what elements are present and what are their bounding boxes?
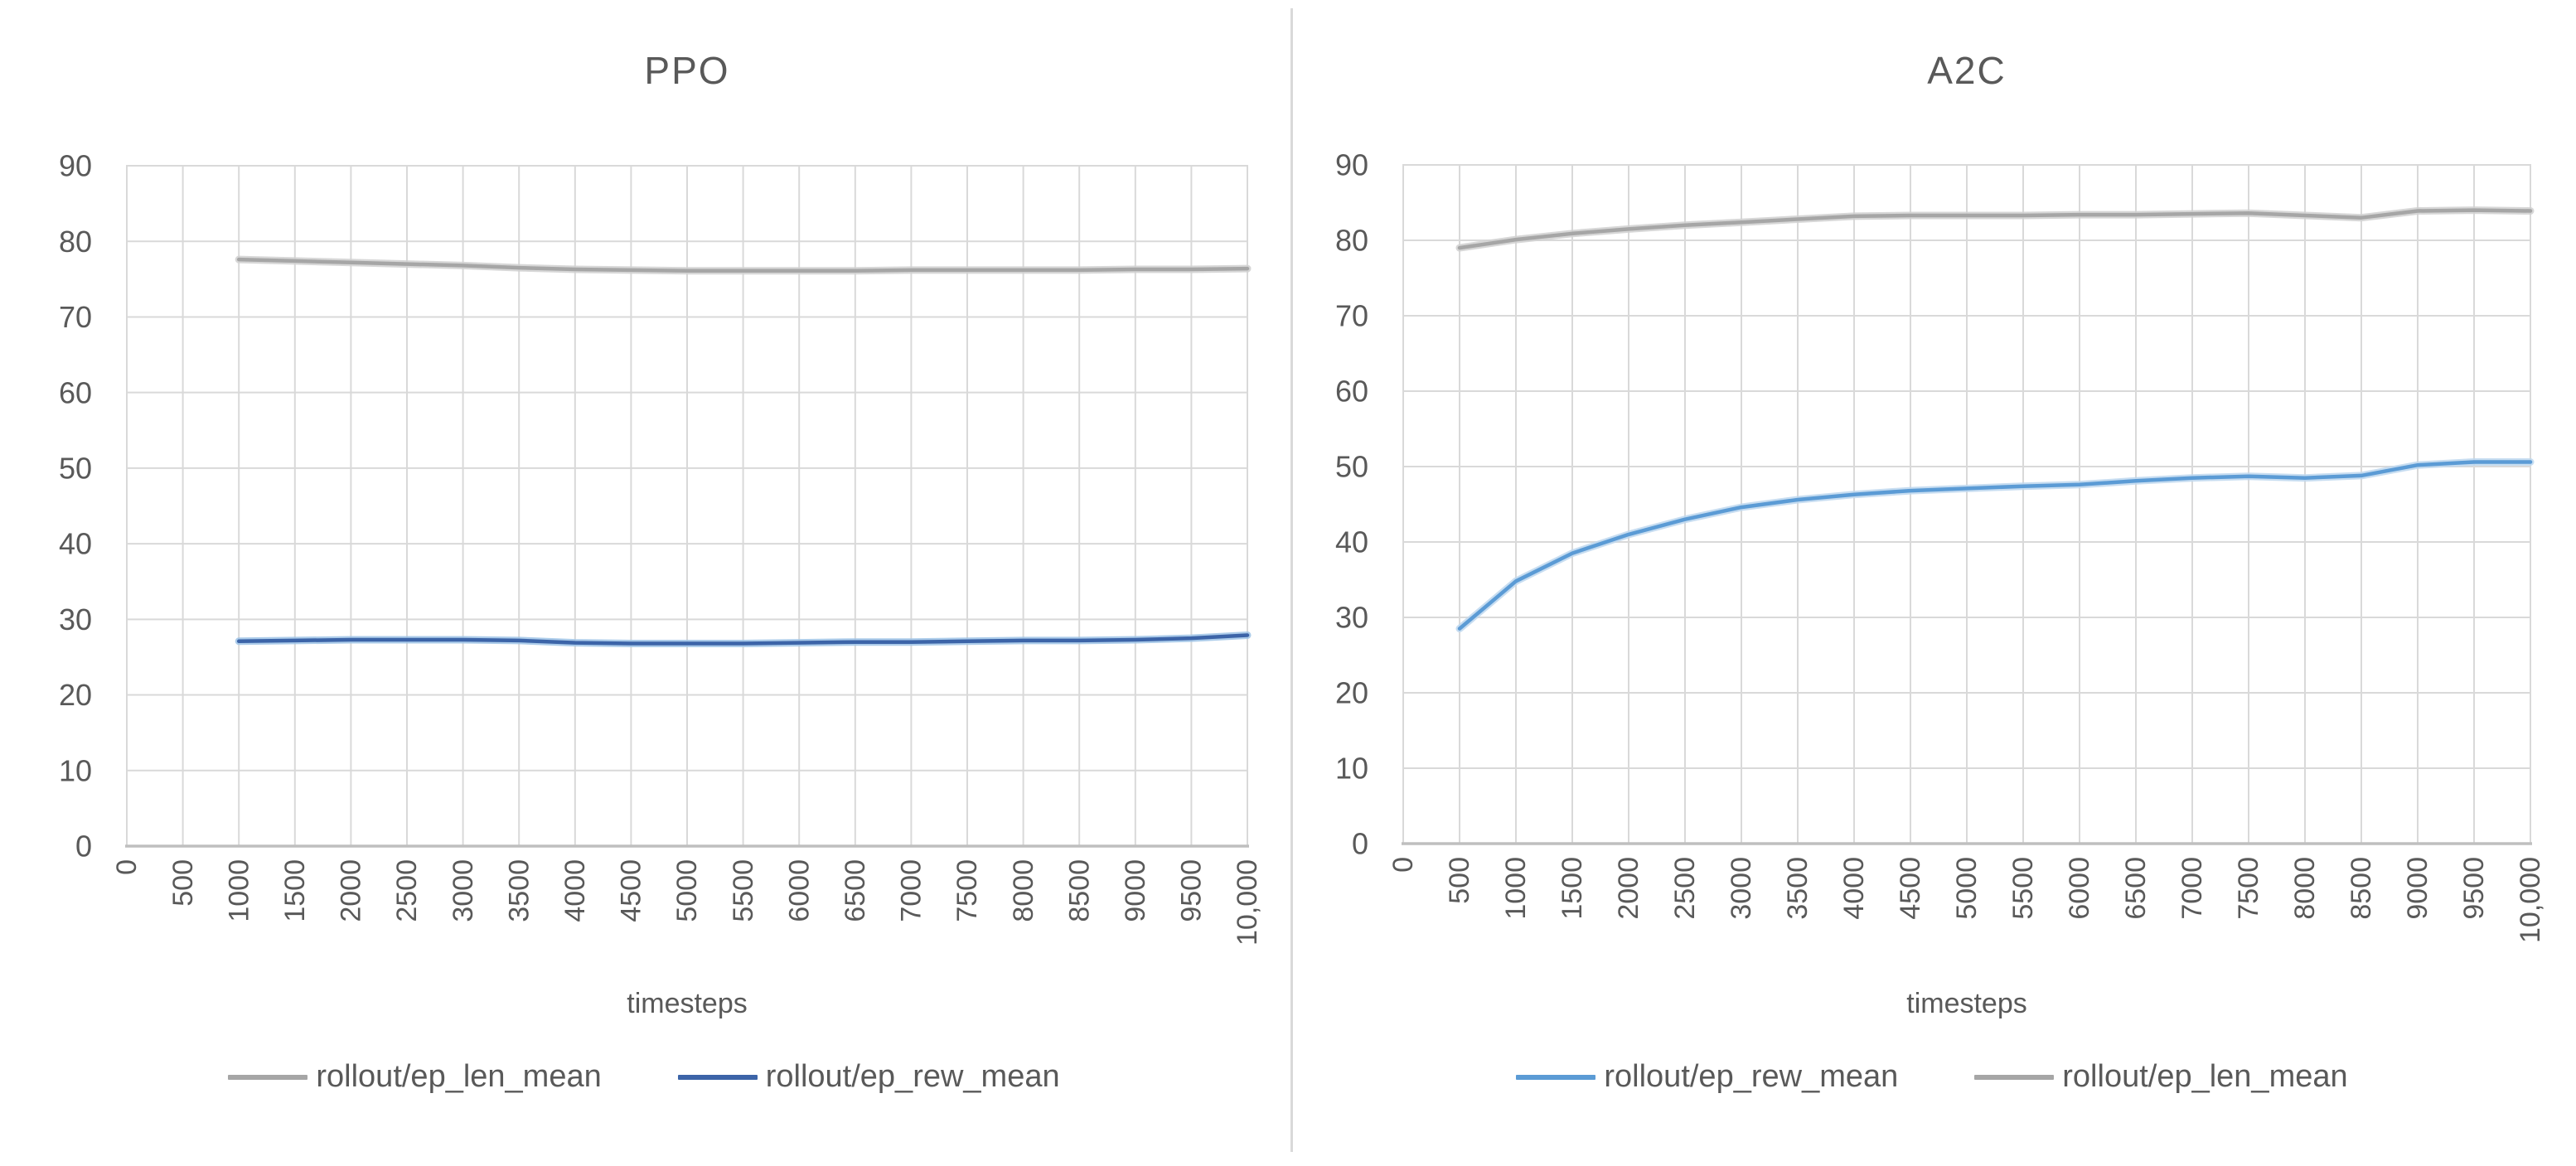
x-tick-label: 4000 [1838,857,1870,920]
plot-area-ppo: 0 10 20 30 40 50 60 70 80 90 0 500 1000 1500 2000 2500 3… [59,149,1263,946]
x-tick-label: 1000 [1500,857,1532,920]
x-tick-label: 8000 [2289,857,2321,920]
y-tick-label: 90 [59,149,92,183]
x-tick-label: 1000 [223,859,254,922]
x-tick-label: 4500 [1895,857,1926,920]
x-tick-label: 2000 [1613,857,1644,920]
legend-item-ep-len-mean: rollout/ep_len_mean [228,1059,602,1095]
y-tick-label: 50 [59,451,92,485]
x-tick-label: 4500 [616,859,647,922]
x-tick-label: 3500 [503,859,535,922]
y-tick-label: 40 [59,527,92,561]
legend-line-swatch [677,1074,758,1080]
legend-label: rollout/ep_rew_mean [1604,1059,1899,1094]
legend-label: rollout/ep_rew_mean [765,1059,1060,1094]
y-tick-label: 70 [59,300,92,334]
x-axis-title-a2c: timesteps [1906,988,2027,1019]
x-tick-label: 8000 [1008,859,1039,922]
y-tick-label: 30 [59,602,92,636]
chart-panel-ppo: PPO 0 10 20 30 40 50 60 70 80 90 0 500 1000 1500 2000 2… [59,49,1263,1095]
x-tick-label: 5500 [728,859,759,922]
x-tick-label: 10,000 [1232,859,1263,946]
y-tick-label: 20 [1335,676,1368,710]
y-tick-label: 20 [59,678,92,712]
chart-title-a2c: A2C [1927,49,2007,92]
x-tick-label: 3000 [448,859,479,922]
y-tick-label: 90 [1335,148,1368,182]
y-tick-label: 60 [1335,375,1368,409]
series-line-rollout/ep_len_mean [1457,208,2533,250]
y-tick-label: 80 [59,225,92,259]
x-tick-label: 7500 [2233,857,2264,920]
panel-divider [1290,8,1293,1152]
x-tick-label: 500 [167,859,199,907]
y-tick-label: 40 [1335,525,1368,559]
legend-ppo: rollout/ep_len_mean rollout/ep_rew_mean [64,1059,1224,1095]
y-tick-label: 80 [1335,224,1368,258]
plot-area-a2c: 0 10 20 30 40 50 60 70 80 90 0 500 1000 1500 2000 2500 3… [1335,148,2546,943]
x-axis-title-ppo: timesteps [627,988,748,1019]
x-tick-label: 6000 [783,859,815,922]
legend-item-ep-rew-mean: rollout/ep_rew_mean [677,1059,1060,1095]
x-tick-label: 6500 [2120,857,2152,920]
y-tick-label: 60 [59,375,92,409]
y-tick-label: 0 [1352,827,1368,861]
series-line-rollout/ep_rew_mean [236,633,1250,646]
legend-a2c: rollout/ep_rew_mean rollout/ep_len_mean [1352,1059,2512,1095]
x-tick-label: 2500 [1669,857,1701,920]
series-line-rollout/ep_len_mean [236,257,1250,273]
x-tick-label: 3000 [1726,857,1757,920]
x-tick-label: 7000 [896,859,927,922]
x-tick-label: 7000 [2177,857,2208,920]
legend-line-swatch [1516,1074,1596,1080]
y-tick-label: 70 [1335,299,1368,333]
x-tick-label: 6000 [2064,857,2095,920]
x-tick-label: 6500 [840,859,871,922]
legend-line-swatch [228,1074,308,1080]
chart-title-ppo: PPO [644,49,730,92]
x-tick-label: 7500 [951,859,983,922]
y-tick-label: 10 [1335,752,1368,786]
x-tick-label: 0 [1387,857,1419,873]
x-tick-label: 9500 [1176,859,1208,922]
legend-label: rollout/ep_len_mean [316,1059,602,1094]
x-tick-label: 10,000 [2515,857,2546,943]
x-tick-label: 0 [111,859,143,875]
x-tick-label: 4000 [559,859,591,922]
y-tick-label: 30 [1335,601,1368,635]
x-tick-label: 500 [1444,857,1475,904]
y-tick-label: 10 [59,753,92,787]
x-tick-label: 8500 [2346,857,2377,920]
x-tick-label: 2500 [391,859,423,922]
x-tick-label: 9500 [2458,857,2490,920]
x-tick-label: 9000 [1120,859,1151,922]
series-line-rollout/ep_rew_mean [1457,460,2533,631]
x-tick-label: 3500 [1782,857,1813,920]
x-tick-label: 5000 [1951,857,1983,920]
legend-item-ep-len-mean: rollout/ep_len_mean [1974,1059,2348,1095]
legend-label: rollout/ep_len_mean [2062,1059,2348,1094]
x-tick-label: 9000 [2402,857,2433,920]
x-tick-label: 1500 [1557,857,1588,920]
x-tick-label: 5000 [671,859,703,922]
x-tick-label: 2000 [336,859,367,922]
legend-item-ep-rew-mean: rollout/ep_rew_mean [1516,1059,1898,1095]
chart-panel-a2c: A2C 0 10 20 30 40 50 60 70 80 90 0 500 1000 1500 2000 2… [1288,0,2576,1166]
x-tick-label: 8500 [1063,859,1095,922]
y-tick-label: 0 [75,830,92,864]
legend-line-swatch [1974,1074,2055,1080]
y-tick-label: 50 [1335,450,1368,484]
x-tick-label: 1500 [279,859,311,922]
x-tick-label: 5500 [2007,857,2039,920]
